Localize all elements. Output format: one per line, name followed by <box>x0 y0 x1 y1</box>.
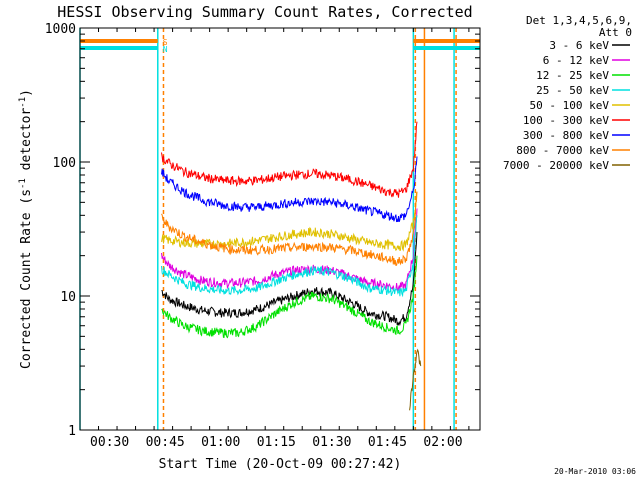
legend-header-1: Att 0 <box>599 26 632 39</box>
flag-bars: SN <box>80 38 480 54</box>
y-tick-label: 100 <box>53 156 76 171</box>
y-tick-label: 1000 <box>45 22 76 37</box>
legend-label-0: 3 - 6 keV <box>549 39 609 52</box>
y-axis: 1 10 100 1000 <box>45 22 480 439</box>
legend-label-6: 300 - 800 keV <box>523 129 609 142</box>
flag-label-n: N <box>163 45 168 54</box>
plot-frame <box>79 27 481 431</box>
y-axis-label: Corrected Count Rate (s-1 detector-1) <box>18 89 34 369</box>
series-line-0 <box>161 232 418 327</box>
x-tick-label: 00:30 <box>90 435 129 450</box>
series-line-1 <box>161 208 418 293</box>
x-tick-label: 00:45 <box>146 435 185 450</box>
x-tick-label: 01:45 <box>368 435 407 450</box>
y-axis-label-sup: -1 <box>18 178 28 189</box>
legend-label-5: 100 - 300 keV <box>523 114 609 127</box>
legend-label-7: 800 - 7000 keV <box>516 144 609 157</box>
series-line-6 <box>161 156 418 223</box>
legend-label-1: 6 - 12 keV <box>543 54 610 67</box>
legend-label-2: 12 - 25 keV <box>536 69 609 82</box>
series-line-8 <box>409 348 422 411</box>
legend-label-4: 50 - 100 keV <box>530 99 610 112</box>
x-tick-label: 02:00 <box>423 435 462 450</box>
y-axis-label-sup2: -1 <box>18 97 28 108</box>
series-line-2 <box>161 255 418 339</box>
chart-title: HESSI Observing Summary Count Rates, Cor… <box>57 3 472 21</box>
flag-label-s: S <box>163 38 168 47</box>
y-tick-label: 1 <box>68 424 76 439</box>
legend-label-8: 7000 - 20000 keV <box>503 159 609 172</box>
y-tick-label: 10 <box>60 290 76 305</box>
series-line-7 <box>161 191 418 267</box>
footer-date: 20-Mar-2010 03:06 <box>554 467 636 476</box>
y-axis-label-close: ) <box>19 89 34 97</box>
x-tick-label: 01:30 <box>312 435 351 450</box>
series-lines <box>161 121 422 411</box>
vertical-markers <box>79 28 457 430</box>
x-tick-label: 01:15 <box>257 435 296 450</box>
series-line-5 <box>161 121 418 198</box>
legend-header-0: Det 1,3,4,5,6,9, <box>526 14 632 27</box>
x-tick-label: 01:00 <box>201 435 240 450</box>
legend-label-3: 25 - 50 keV <box>536 84 609 97</box>
y-axis-label-part2: detector <box>19 108 34 179</box>
legend: Det 1,3,4,5,6,9,Att 03 - 6 keV 6 - 12 keV… <box>503 14 632 172</box>
y-axis-label-part: Corrected Count Rate (s <box>19 189 34 369</box>
series-line-3 <box>161 215 418 298</box>
x-axis-label: Start Time (20-Oct-09 00:27:42) <box>159 457 402 472</box>
x-axis: 00:30 00:45 01:00 01:15 01:30 01:45 02:00 <box>79 28 470 450</box>
